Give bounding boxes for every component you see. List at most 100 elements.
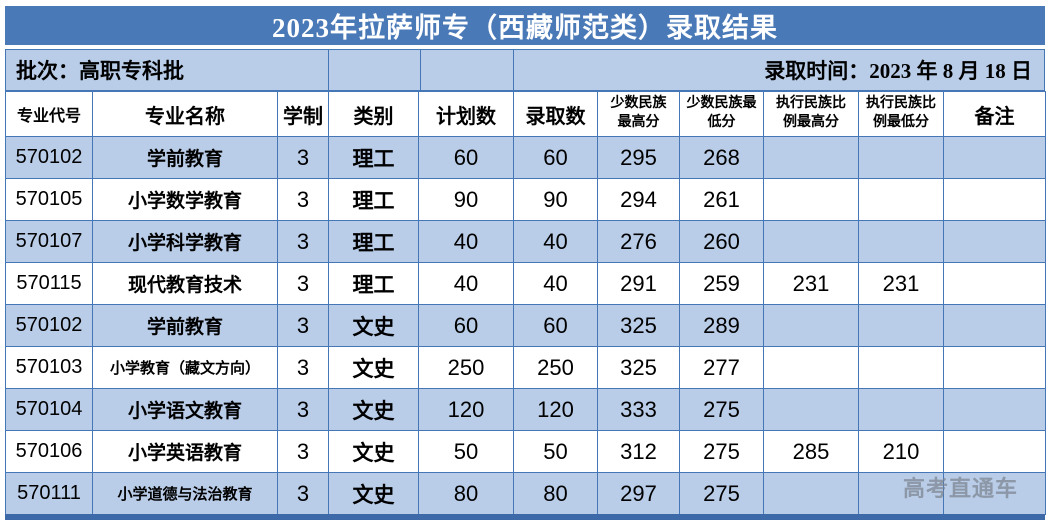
info-empty-cell-2 [421, 50, 514, 90]
cell-ratio-max-score [763, 220, 859, 263]
cell-category: 文史 [328, 346, 419, 389]
table-row: 570106 小学英语教育 3 文史 50 50 312 275 285 210 [5, 430, 1046, 473]
cell-ratio-min-score [858, 304, 944, 347]
cell-category: 文史 [328, 304, 419, 347]
table-row: 570103 小学教育（藏文方向） 3 文史 250 250 325 277 [5, 346, 1046, 389]
cell-study-length: 3 [277, 304, 329, 347]
cell-major-code: 570102 [5, 136, 93, 179]
cell-minority-min-score: 277 [679, 346, 764, 389]
cell-remark [943, 388, 1046, 431]
cell-minority-min-score: 259 [679, 262, 764, 305]
bottom-border-strip [5, 514, 1045, 520]
cell-minority-max-score: 294 [597, 178, 680, 221]
cell-minority-min-score: 275 [679, 472, 764, 515]
column-header-planned-count: 计划数 [418, 91, 514, 137]
table-row: 570102 学前教育 3 文史 60 60 325 289 [5, 304, 1046, 347]
cell-minority-min-score: 268 [679, 136, 764, 179]
cell-remark [943, 220, 1046, 263]
cell-remark [943, 346, 1046, 389]
cell-planned-count: 120 [418, 388, 514, 431]
title-bar: 2023年拉萨师专（西藏师范类）录取结果 [5, 6, 1045, 45]
cell-major-name: 小学数学教育 [92, 178, 278, 221]
cell-category: 理工 [328, 136, 419, 179]
cell-major-code: 570102 [5, 304, 93, 347]
cell-remark [943, 430, 1046, 473]
column-header-ratio-min: 执行民族比 例最低分 [858, 91, 944, 137]
cell-minority-max-score: 276 [597, 220, 680, 263]
cell-study-length: 3 [277, 346, 329, 389]
page-title: 2023年拉萨师专（西藏师范类）录取结果 [272, 13, 778, 43]
cell-ratio-max-score [763, 304, 859, 347]
cell-admitted-count: 40 [513, 220, 598, 263]
cell-admitted-count: 60 [513, 136, 598, 179]
cell-planned-count: 40 [418, 262, 514, 305]
cell-ratio-min-score [858, 178, 944, 221]
column-header-remark: 备注 [943, 91, 1046, 137]
cell-admitted-count: 40 [513, 262, 598, 305]
cell-admitted-count: 90 [513, 178, 598, 221]
table-row: 570102 学前教育 3 理工 60 60 295 268 [5, 136, 1046, 179]
admission-time-cell: 录取时间：2023 年 8 月 18 日 [514, 50, 1044, 90]
cell-ratio-min-score [858, 136, 944, 179]
cell-admitted-count: 120 [513, 388, 598, 431]
table-body: 570102 学前教育 3 理工 60 60 295 268 570105 小学… [5, 136, 1046, 515]
header-row: 专业代号 专业名称 学制 类别 计划数 录取数 少数民族 最高分 少数民族最 低分 … [5, 91, 1046, 137]
cell-major-name: 小学道德与法治教育 [92, 472, 278, 515]
cell-minority-max-score: 325 [597, 304, 680, 347]
cell-admitted-count: 60 [513, 304, 598, 347]
column-header-ratio-max: 执行民族比 例最高分 [763, 91, 859, 137]
cell-ratio-min-score [858, 346, 944, 389]
cell-remark [943, 178, 1046, 221]
cell-admitted-count: 50 [513, 430, 598, 473]
table-row: 570107 小学科学教育 3 理工 40 40 276 260 [5, 220, 1046, 263]
cell-category: 文史 [328, 430, 419, 473]
cell-minority-min-score: 289 [679, 304, 764, 347]
cell-planned-count: 60 [418, 136, 514, 179]
cell-planned-count: 50 [418, 430, 514, 473]
info-empty-cell-1 [329, 50, 421, 90]
cell-category: 文史 [328, 472, 419, 515]
cell-major-name: 小学教育（藏文方向） [92, 346, 278, 389]
admission-time-label: 录取时间：2023 年 8 月 18 日 [764, 59, 1032, 83]
cell-ratio-max-score [763, 388, 859, 431]
column-header-minority-min: 少数民族最 低分 [679, 91, 764, 137]
cell-major-name: 学前教育 [92, 304, 278, 347]
cell-minority-max-score: 325 [597, 346, 680, 389]
column-header-major-name: 专业名称 [92, 91, 278, 137]
cell-planned-count: 40 [418, 220, 514, 263]
cell-planned-count: 90 [418, 178, 514, 221]
cell-major-code: 570111 [5, 472, 93, 515]
cell-planned-count: 250 [418, 346, 514, 389]
cell-minority-max-score: 333 [597, 388, 680, 431]
cell-major-code: 570115 [5, 262, 93, 305]
cell-ratio-min-score [858, 472, 944, 515]
table-row: 570115 现代教育技术 3 理工 40 40 291 259 231 231 [5, 262, 1046, 305]
cell-major-name: 小学科学教育 [92, 220, 278, 263]
cell-minority-min-score: 261 [679, 178, 764, 221]
cell-study-length: 3 [277, 262, 329, 305]
info-row: 批次：高职专科批 录取时间：2023 年 8 月 18 日 [5, 49, 1045, 91]
cell-minority-max-score: 291 [597, 262, 680, 305]
cell-ratio-max-score: 285 [763, 430, 859, 473]
cell-remark [943, 136, 1046, 179]
cell-major-code: 570103 [5, 346, 93, 389]
cell-study-length: 3 [277, 178, 329, 221]
cell-admitted-count: 80 [513, 472, 598, 515]
cell-remark [943, 304, 1046, 347]
cell-major-code: 570105 [5, 178, 93, 221]
cell-major-name: 小学语文教育 [92, 388, 278, 431]
cell-ratio-min-score [858, 220, 944, 263]
cell-minority-max-score: 312 [597, 430, 680, 473]
cell-ratio-max-score: 231 [763, 262, 859, 305]
cell-study-length: 3 [277, 388, 329, 431]
cell-remark [943, 262, 1046, 305]
cell-category: 理工 [328, 262, 419, 305]
cell-major-code: 570106 [5, 430, 93, 473]
cell-minority-min-score: 275 [679, 388, 764, 431]
table-row: 570111 小学道德与法治教育 3 文史 80 80 297 275 [5, 472, 1046, 515]
column-header-category: 类别 [328, 91, 419, 137]
cell-minority-min-score: 275 [679, 430, 764, 473]
cell-minority-max-score: 297 [597, 472, 680, 515]
cell-minority-max-score: 295 [597, 136, 680, 179]
